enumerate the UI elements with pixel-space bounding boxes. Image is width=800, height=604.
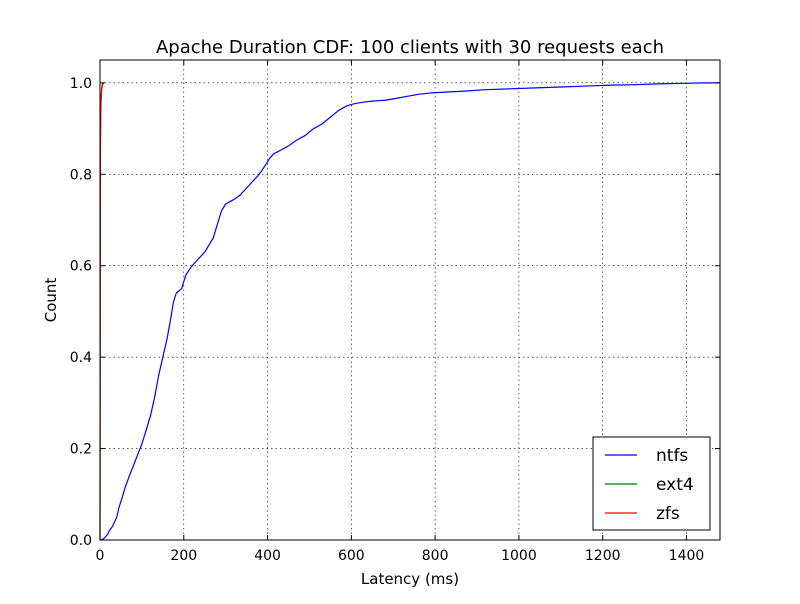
y-tick-label: 0.0 <box>70 533 92 549</box>
y-axis-label: Count <box>42 278 60 323</box>
plot-frame <box>99 59 721 541</box>
y-tick-label: 0.2 <box>70 442 92 458</box>
y-tick-label: 1.0 <box>70 76 92 92</box>
x-tick-label: 0 <box>96 548 105 564</box>
x-tick-label: 800 <box>422 548 449 564</box>
legend: ntfs ext4 zfs <box>592 436 711 531</box>
y-tick-label: 0.6 <box>70 259 92 275</box>
legend-label-zfs: zfs <box>656 504 680 524</box>
legend-label-ntfs: ntfs <box>656 446 688 466</box>
x-tick-label: 1200 <box>585 548 621 564</box>
chart-title: Apache Duration CDF: 100 clients with 30… <box>156 37 664 58</box>
x-tick-label: 400 <box>254 548 281 564</box>
x-tick-label: 1400 <box>669 548 705 564</box>
axis-ticks: 0 200 400 600 800 1000 1200 1400 0.0 0.2 0.4 0.6 0.8… <box>70 60 720 564</box>
y-tick-label: 0.4 <box>70 350 92 366</box>
series-line-ntfs <box>99 82 720 541</box>
x-tick-label: 1000 <box>501 548 537 564</box>
x-tick-label: 200 <box>170 548 197 564</box>
legend-label-ext4: ext4 <box>656 475 694 495</box>
x-axis-label: Latency (ms) <box>361 570 459 588</box>
y-tick-label: 0.8 <box>70 167 92 183</box>
x-tick-label: 600 <box>338 548 365 564</box>
